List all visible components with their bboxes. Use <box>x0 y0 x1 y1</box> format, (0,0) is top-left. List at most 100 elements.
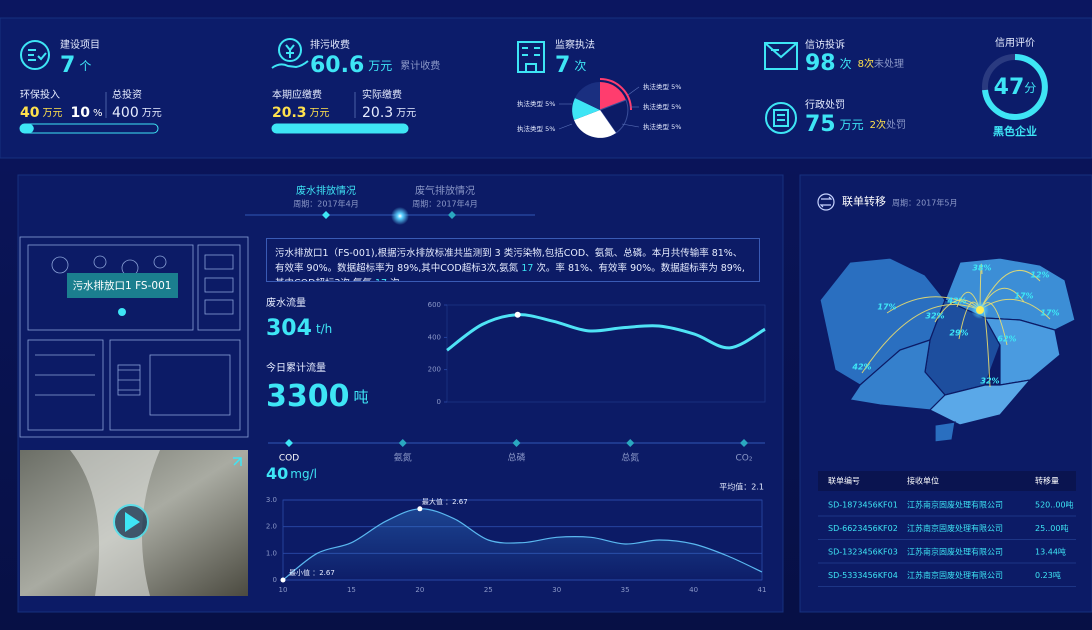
progress-bar <box>272 124 408 133</box>
y-tick-label: 400 <box>428 333 441 341</box>
label: 环保投入 <box>20 88 60 101</box>
pollutant-tab[interactable]: CO₂ <box>736 454 753 464</box>
table-cell: SD-6623456KF02 <box>828 524 898 533</box>
label: 总投资 <box>112 88 142 101</box>
map-label: 32% <box>980 377 999 386</box>
tab-glow <box>391 207 409 225</box>
flow: 304 t/h <box>266 316 332 341</box>
table-header: 转移量 <box>1035 476 1059 486</box>
label: 行政处罚 <box>805 98 845 111</box>
env-investment: 40 万元 10% <box>20 105 102 121</box>
pollutant-tab[interactable]: 氨氮 <box>394 452 412 464</box>
flow-arc <box>886 296 981 314</box>
label: 实际缴费 <box>362 88 402 101</box>
transfer-icon <box>817 193 835 211</box>
value: 304 <box>266 316 312 341</box>
note: 累计收费 <box>400 59 440 72</box>
average: 平均值：2.1 <box>719 482 764 492</box>
description-text: 17 <box>375 278 387 281</box>
tab[interactable]: 废气排放情况 <box>415 184 475 197</box>
point <box>280 577 286 583</box>
map-flows: 38%12%17%42%17%32%29%62%42%32%17% <box>851 264 1060 388</box>
note: 未处理 <box>874 58 904 70</box>
transfer-period: 周期：2017年5月 <box>892 198 957 208</box>
pie-label: 执法类型 5% <box>643 102 681 111</box>
tab-dot <box>322 211 330 219</box>
unit: % <box>93 108 103 119</box>
label: 信访投诉 <box>805 38 845 51</box>
fullscreen-icon[interactable] <box>233 457 242 466</box>
pollutant-dot <box>285 439 293 447</box>
map-label: 29% <box>949 329 968 338</box>
table-cell: 江苏南京固废处理有限公司 <box>907 523 1003 533</box>
unit: 万元 <box>42 108 62 119</box>
total-investment: 400 万元 <box>112 105 162 121</box>
map-label: 32% <box>925 312 944 321</box>
min-label: 最小值 ：2.67 <box>289 568 335 577</box>
enforcement-icon <box>517 41 545 73</box>
pollutant-dot <box>740 439 748 447</box>
y-tick-label: 2.0 <box>266 523 277 531</box>
pie-leader <box>558 123 573 130</box>
plot-frame <box>446 304 766 403</box>
map-label: 17% <box>1014 292 1033 301</box>
credit-score: 47分 <box>994 75 1037 100</box>
pollutant-tab[interactable]: COD <box>279 454 299 464</box>
map-label: 42% <box>851 363 871 372</box>
label: 排污收费 <box>310 38 350 51</box>
fee-paid: 20.3 万元 <box>362 105 416 121</box>
pollutant-dot <box>626 439 635 447</box>
value: 40 <box>20 105 40 121</box>
unit: t/h <box>316 322 332 336</box>
pollutant-tab[interactable]: 总氮 <box>621 452 639 464</box>
table-header-bg <box>818 471 1076 491</box>
pie-label: 执法类型 5% <box>517 99 555 108</box>
pollutant-tabs: COD 氨氮 总磷 总氮 CO₂ <box>279 439 753 464</box>
map-label: 12% <box>1030 271 1049 280</box>
pie-label: 执法类型 5% <box>643 122 681 131</box>
tab[interactable]: 废水排放情况 <box>296 184 356 197</box>
flow-arc <box>979 270 1041 311</box>
value: 98 <box>805 51 836 76</box>
unit: mg/l <box>290 467 317 481</box>
unit: 万元 <box>840 118 864 132</box>
y-tick-label: 600 <box>428 301 441 309</box>
table-cell: SD-5333456KF04 <box>828 571 898 580</box>
map-label: 62% <box>997 335 1016 344</box>
y-tick-label: 1.0 <box>266 549 277 557</box>
pie-leader <box>627 86 640 96</box>
credit-level: 黑色企业 <box>993 124 1037 138</box>
pollutant-tab[interactable]: 总磷 <box>507 452 525 464</box>
outlet-label: 污水排放口1 FS-001 <box>73 279 172 292</box>
table-cell: 江苏南京固废处理有限公司 <box>907 570 1003 580</box>
project-icon <box>20 40 50 70</box>
x-tick-label: 30 <box>552 586 561 594</box>
transfer-table: 联单编号 接收单位 转移量 SD-1873456KF01 江苏南京固废处理有限公司 520… <box>818 471 1076 587</box>
description-text: 次。 <box>387 278 409 281</box>
fee-total: 60.6 万元 累计收费 <box>310 53 440 78</box>
table-cell: SD-1323456KF03 <box>828 548 898 557</box>
description-text: 17 <box>521 263 534 274</box>
outlet-marker[interactable] <box>118 308 126 316</box>
penalty-amount: 75 万元 2次处罚 <box>805 112 906 137</box>
x-tick-label: 40 <box>689 586 698 594</box>
y-tick-label: 200 <box>428 366 441 374</box>
total-flow: 3300 吨 <box>266 379 369 414</box>
ratio: 10 <box>70 105 90 121</box>
max-label: 最大值 ：2.67 <box>422 497 468 506</box>
unit: 分 <box>1024 81 1036 95</box>
x-tick-label: 25 <box>484 586 493 594</box>
value: 20.3 <box>272 105 307 121</box>
flow-arc <box>861 303 981 374</box>
table-cell: 江苏南京固废处理有限公司 <box>907 547 1003 557</box>
charts: 0 200 400 600 0 1.0 2.0 3.0 10 15 20 25 30 35 40 41 最大值 … <box>266 301 767 594</box>
label: 信用评价 <box>995 37 1035 49</box>
table-cell: 25..00吨 <box>1035 523 1068 533</box>
pollutant-dot <box>512 439 521 447</box>
label: 本期应缴费 <box>272 88 322 101</box>
line <box>446 313 766 352</box>
x-tick-label: 41 <box>758 586 767 594</box>
map-label: 38% <box>972 264 991 273</box>
